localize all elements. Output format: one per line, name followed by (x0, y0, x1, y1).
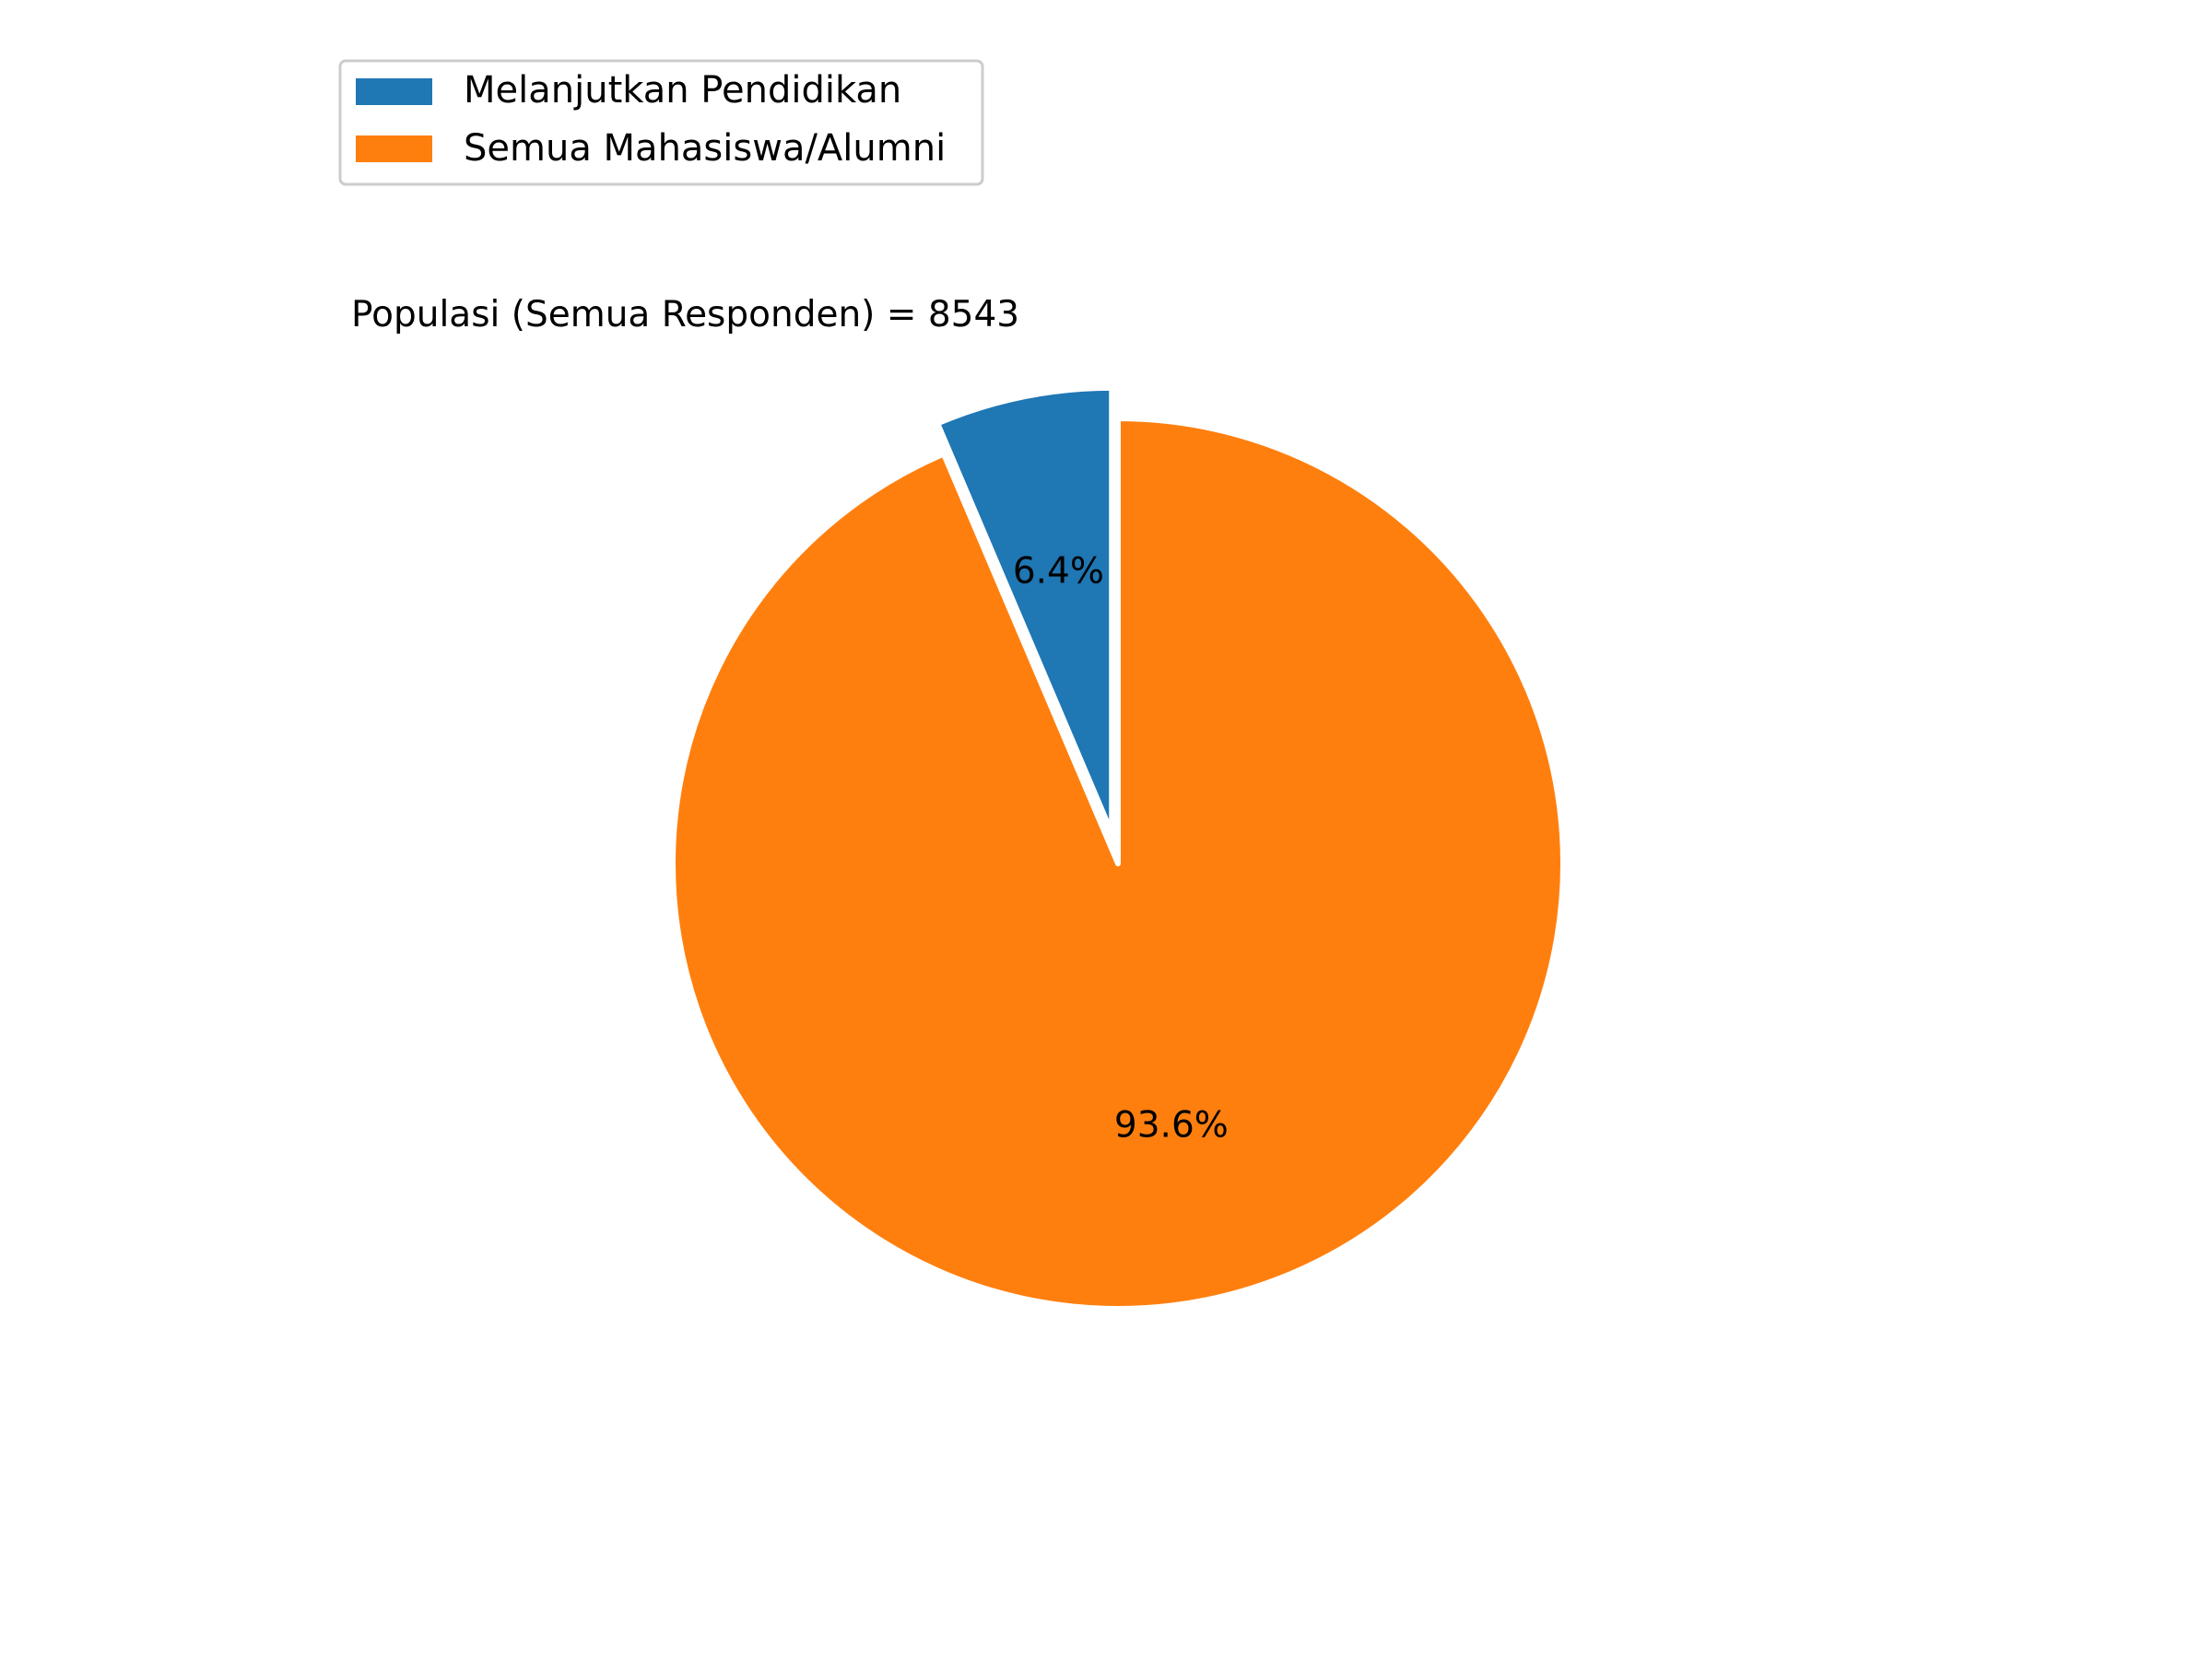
slice-label-melanjutkan: 6.4% (1013, 550, 1104, 592)
pie-labels: 6.4% 93.6% (1013, 550, 1229, 1146)
pie-slices (670, 384, 1566, 1312)
legend-label-melanjutkan: Melanjutkan Pendidikan (464, 69, 901, 112)
legend-frame (338, 59, 984, 186)
legend-label-semua: Semua Mahasiswa/Alumni (464, 127, 946, 170)
slice-semua (670, 416, 1566, 1312)
legend-swatch-semua (356, 135, 432, 162)
legend-swatch-melanjutkan (356, 78, 432, 105)
slice-label-semua: 93.6% (1114, 1104, 1229, 1146)
slice-melanjutkan (935, 384, 1115, 836)
chart-title: Populasi (Semua Responden) = 8543 (351, 294, 1019, 335)
legend: Melanjutkan Pendidikan Semua Mahasiswa/A… (338, 59, 984, 186)
